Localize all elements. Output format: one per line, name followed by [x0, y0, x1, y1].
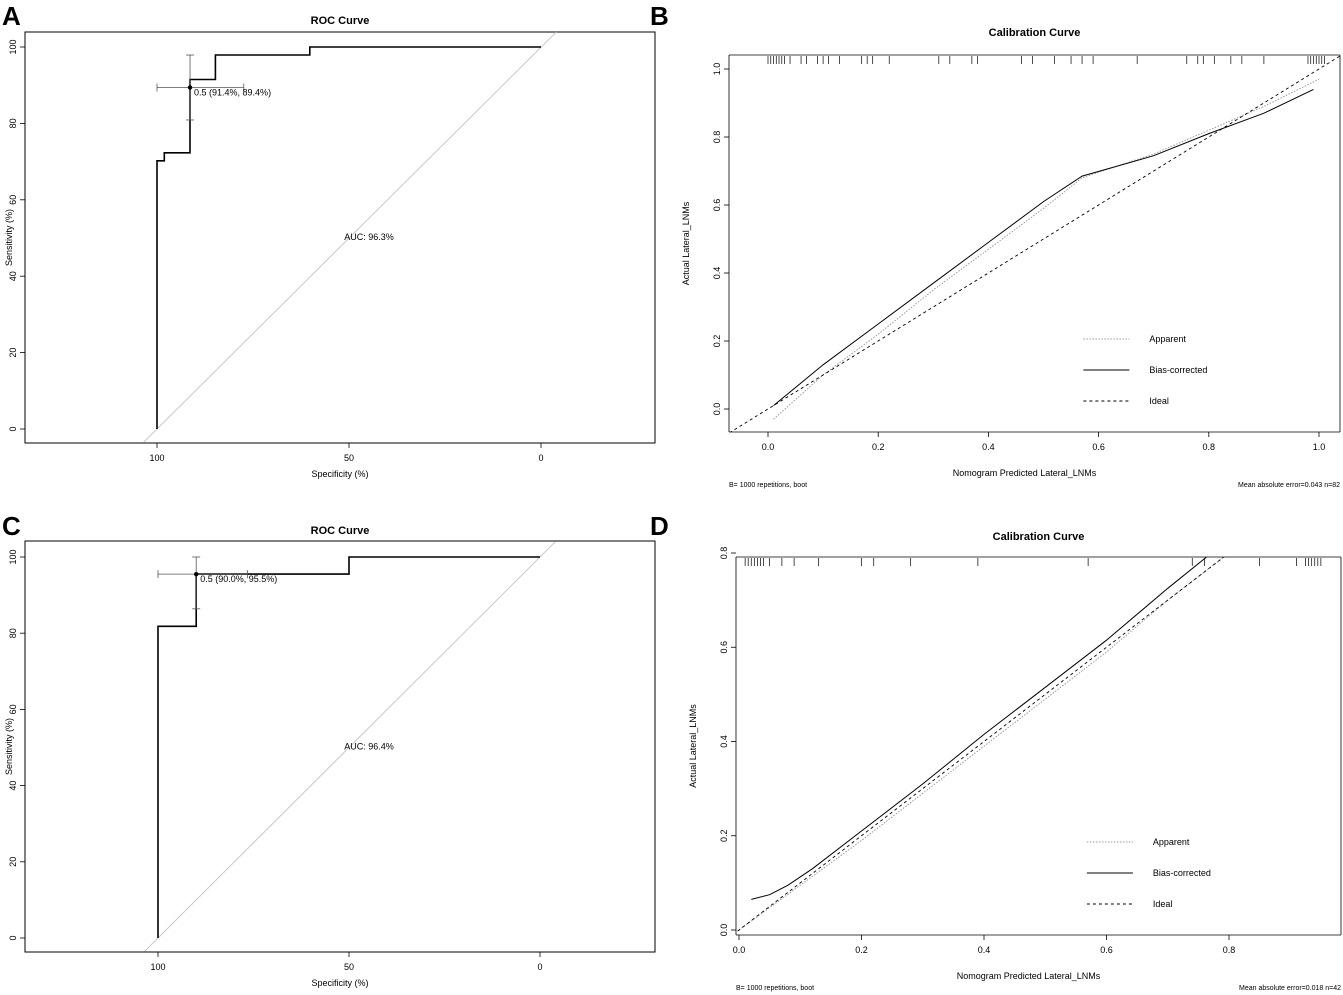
chart-title: Calibration Curve [989, 27, 1081, 39]
y-tick-label: 0.6 [712, 199, 722, 212]
x-tick-label: 1.0 [1313, 442, 1326, 452]
x-axis-label: Nomogram Predicted Lateral_LNMs [957, 971, 1101, 981]
y-tick-label: 0.2 [712, 335, 722, 348]
footer-mean-absolute-error: Mean absolute error=0.018 n=42 [1239, 985, 1341, 992]
legend-entry-ideal: Ideal [1153, 899, 1173, 909]
x-tick-label: 0 [537, 962, 542, 972]
y-tick-label: 20 [8, 857, 18, 867]
bias-corrected-line [751, 557, 1208, 900]
x-tick-label: 0.0 [762, 442, 775, 452]
chart-title: ROC Curve [311, 525, 370, 537]
y-tick-label: 0 [8, 935, 18, 940]
x-tick-label: 100 [149, 453, 164, 463]
x-tick-label: 0.0 [733, 945, 746, 955]
y-tick-label: 0 [8, 426, 18, 431]
bias-corrected-line [773, 88, 1314, 406]
panel-d: D Calibration Curve 0.0 0.2 0.4 0.6 0.8 0.0 0.2 0… [650, 511, 1342, 992]
y-axis-label: Sensitivity (%) [4, 718, 14, 775]
calibration-lines [729, 55, 1340, 432]
diagonal-reference-line [143, 31, 557, 443]
y-tick-label: 0.0 [712, 403, 722, 416]
y-tick-label: 1.0 [712, 63, 722, 76]
y-axis-label: Actual Lateral_LNMs [681, 201, 691, 285]
rug-marks [744, 558, 1322, 566]
x-axis-label: Nomogram Predicted Lateral_LNMs [953, 468, 1097, 478]
legend-entry-ideal: Ideal [1149, 396, 1169, 406]
threshold-point-marker [187, 85, 193, 90]
y-tick-label: 0.6 [719, 641, 729, 654]
y-tick-label: 100 [8, 39, 18, 54]
y-tick-label: 20 [8, 348, 18, 358]
legend-entry-apparent: Apparent [1153, 837, 1190, 847]
x-tick-label: 100 [150, 962, 165, 972]
y-tick-label: 100 [8, 549, 18, 564]
x-tick-label: 0.2 [872, 442, 885, 452]
footer-repetitions: B= 1000 repetitions, boot [736, 985, 814, 992]
ideal-line [736, 557, 1225, 933]
y-tick-label: 60 [8, 704, 18, 714]
panel-label-c: C [2, 511, 21, 541]
x-tick-label: 50 [344, 962, 354, 972]
panel-label-d: D [650, 511, 669, 541]
y-tick-label: 0.8 [712, 131, 722, 144]
panel-a: A ROC Curve 0 20 40 60 80 100 100 50 0 Specificity … [2, 1, 656, 479]
threshold-point-marker [194, 571, 199, 577]
y-tick-label: 40 [8, 271, 18, 281]
panel-b: B Calibration Curve 0.0 0.2 0.4 0.6 0.8 1.0 0.0 0… [650, 1, 1341, 489]
y-tick-label: 0.8 [719, 547, 729, 560]
x-tick-label: 0.8 [1203, 442, 1216, 452]
footer-mean-absolute-error: Mean absolute error=0.043 n=82 [1238, 482, 1340, 489]
chart-title: ROC Curve [311, 15, 370, 27]
y-tick-label: 80 [8, 118, 18, 128]
legend: Apparent Bias-corrected Ideal [1086, 837, 1211, 909]
x-tick-label: 50 [344, 453, 354, 463]
rug-marks [767, 56, 1325, 64]
y-tick-label: 0.4 [712, 267, 722, 280]
y-axis-label: Sensitivity (%) [4, 209, 14, 266]
y-tick-label: 60 [8, 195, 18, 205]
legend-entry-bias-corrected: Bias-corrected [1153, 868, 1211, 878]
legend: Apparent Bias-corrected Ideal [1083, 334, 1207, 406]
footer-repetitions: B= 1000 repetitions, boot [729, 482, 807, 489]
y-tick-label: 0.2 [719, 829, 729, 842]
x-tick-label: 0.8 [1223, 945, 1236, 955]
auc-label: AUC: 96.4% [344, 741, 394, 751]
x-axis-label: Specificity (%) [311, 978, 368, 988]
chart-title: Calibration Curve [993, 531, 1085, 543]
x-tick-label: 0.6 [1092, 442, 1105, 452]
plot-frame [24, 31, 656, 444]
x-tick-label: 0.4 [978, 945, 991, 955]
x-axis-label: Specificity (%) [311, 469, 368, 479]
x-tick-label: 0.4 [982, 442, 995, 452]
legend-entry-bias-corrected: Bias-corrected [1149, 365, 1207, 375]
y-tick-label: 0.0 [719, 924, 729, 937]
y-tick-label: 40 [8, 781, 18, 791]
x-tick-label: 0.2 [855, 945, 868, 955]
calibration-lines [736, 557, 1225, 933]
legend-entry-apparent: Apparent [1149, 334, 1186, 344]
threshold-label: 0.5 (91.4%, 89.4%) [194, 87, 271, 97]
auc-label: AUC: 96.3% [344, 232, 394, 242]
y-tick-label: 0.4 [719, 735, 729, 748]
panel-label-a: A [2, 1, 21, 31]
y-axis-label: Actual Lateral_LNMs [688, 704, 698, 788]
threshold-label: 0.5 (90.0%, 95.5%) [200, 574, 277, 584]
panel-c: C ROC Curve 0 20 40 60 80 100 100 50 0 Specificity … [2, 511, 656, 988]
x-tick-label: 0 [538, 453, 543, 463]
diagonal-reference-line [144, 541, 556, 952]
apparent-line [773, 78, 1320, 420]
panel-label-b: B [650, 1, 669, 31]
plot-frame [24, 540, 656, 953]
x-tick-label: 0.6 [1100, 945, 1113, 955]
apparent-line [738, 557, 1225, 931]
y-tick-label: 80 [8, 628, 18, 638]
